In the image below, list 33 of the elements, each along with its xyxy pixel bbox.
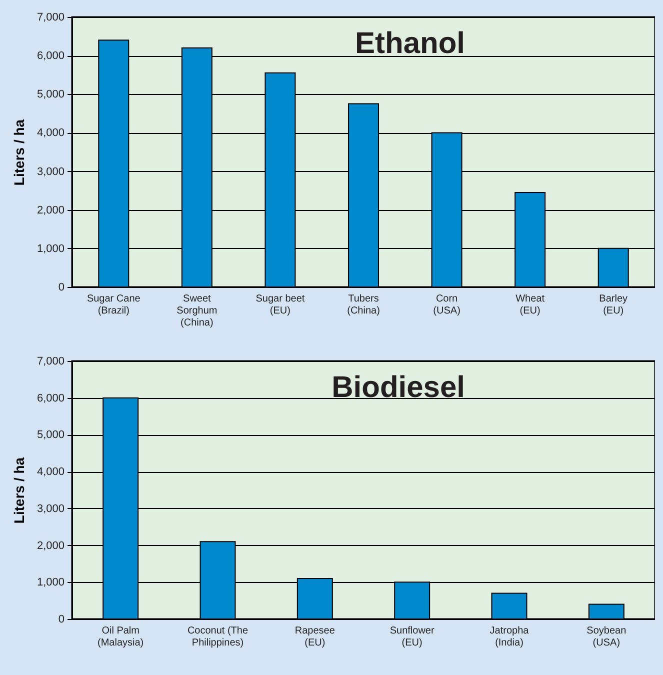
y-tick-label: 2,000 bbox=[36, 540, 64, 552]
y-tick-label: 2,000 bbox=[36, 204, 64, 216]
y-tick-label: 1,000 bbox=[36, 242, 64, 255]
y-tick-label: 6,000 bbox=[36, 50, 64, 62]
y-tick-label: 3,000 bbox=[36, 166, 64, 178]
x-tick-label: Tubers (China) bbox=[347, 294, 380, 316]
y-tick-label: 0 bbox=[58, 282, 64, 294]
x-tick-label: Sweet Sorghum (China) bbox=[176, 294, 218, 328]
x-tick-label: Sunflower (EU) bbox=[390, 626, 435, 648]
y-tick-label: 5,000 bbox=[36, 429, 64, 442]
chart-title: Ethanol bbox=[355, 27, 465, 60]
x-tick-label: Barley (EU) bbox=[599, 294, 628, 316]
y-tick-label: 3,000 bbox=[36, 502, 64, 515]
y-tick-label: 6,000 bbox=[36, 392, 64, 404]
y-tick-label: 1,000 bbox=[36, 576, 64, 589]
x-tick-label: Sugar beet (EU) bbox=[256, 294, 305, 316]
y-tick-label: 4,000 bbox=[36, 127, 64, 140]
y-tick-label: 7,000 bbox=[36, 12, 64, 24]
y-tick-label: 0 bbox=[58, 614, 64, 626]
x-tick-label: Oil Palm (Malaysia) bbox=[98, 626, 144, 648]
x-tick-label: Corn (USA) bbox=[433, 294, 460, 316]
x-tick-label: Soybean (USA) bbox=[586, 626, 626, 648]
y-tick-label: 4,000 bbox=[36, 466, 64, 478]
y-axis-title: Liters / ha bbox=[10, 457, 27, 524]
y-tick-label: 5,000 bbox=[36, 88, 64, 101]
x-tick-label: Jatropha (India) bbox=[490, 626, 530, 648]
y-axis-title: Liters / ha bbox=[10, 119, 27, 186]
y-tick-label: 7,000 bbox=[36, 356, 64, 368]
x-tick-label: Sugar Cane (Brazil) bbox=[86, 294, 141, 316]
x-tick-label: Rapesee (EU) bbox=[294, 626, 336, 648]
x-tick-label: Coconut (The Philippines) bbox=[187, 626, 248, 648]
x-tick-label: Wheat (EU) bbox=[516, 294, 545, 316]
chart-title: Biodiesel bbox=[332, 371, 465, 404]
